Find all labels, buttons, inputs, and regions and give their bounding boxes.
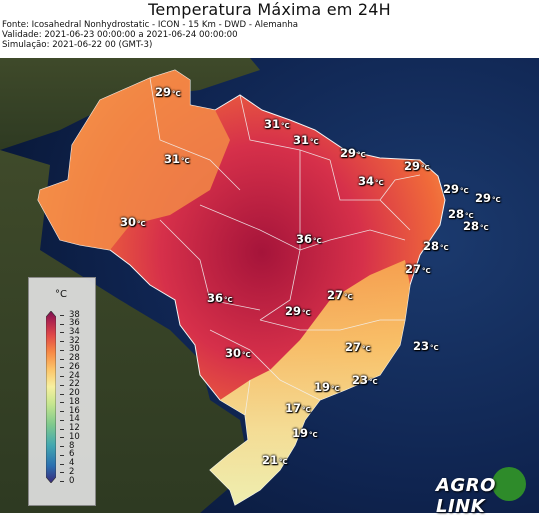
legend-tick-mark — [60, 454, 64, 456]
temp-label: 29°C — [404, 159, 430, 173]
northern-south-america — [0, 58, 260, 150]
legend-tick-mark — [60, 428, 64, 430]
legend-tick-mark — [60, 472, 64, 474]
source-text: Fonte: Icosahedral Nonhydrostatic - ICON… — [2, 20, 299, 30]
temp-label: 28°C — [463, 219, 489, 233]
temp-label: 29°C — [475, 191, 501, 205]
legend-tick-label: 14 — [69, 414, 80, 425]
temp-label: 29°C — [340, 146, 366, 160]
temp-label: 36°C — [207, 291, 233, 305]
validity-text: Validade: 2021-06-23 00:00:00 a 2021-06-… — [2, 30, 238, 40]
header: Temperatura Máxima em 24H Fonte: Icosahe… — [0, 0, 539, 58]
amazon-zone — [38, 70, 230, 250]
temp-label: 17°C — [285, 401, 311, 415]
temp-label: 23°C — [413, 339, 439, 353]
legend-unit: °C — [55, 289, 67, 300]
temp-label: 28°C — [448, 207, 474, 221]
legend-tick-label: 34 — [69, 326, 80, 337]
legend-tick-label: 2 — [69, 466, 75, 477]
legend-colorbar — [46, 311, 56, 483]
legend-tick-label: 18 — [69, 396, 80, 407]
legend-tick-label: 16 — [69, 405, 80, 416]
temp-label: 29°C — [443, 182, 469, 196]
temp-label: 30°C — [225, 346, 251, 360]
state-borders — [149, 77, 421, 416]
legend-tick-label: 10 — [69, 431, 80, 442]
legend-tick-label: 6 — [69, 449, 75, 460]
legend-tick-label: 22 — [69, 379, 80, 390]
legend-tick-mark — [60, 402, 64, 404]
temp-label: 27°C — [327, 288, 353, 302]
legend-tick-mark — [60, 358, 64, 360]
simulation-text: Simulação: 2021-06-22 00 (GMT-3) — [2, 40, 153, 50]
southeast-cooler-zone — [210, 260, 410, 505]
legend-tick-mark — [60, 367, 64, 369]
temp-label: 31°C — [293, 133, 319, 147]
temp-label: 34°C — [358, 174, 384, 188]
legend-tick-label: 26 — [69, 361, 80, 372]
temp-label: 27°C — [345, 340, 371, 354]
legend-tick-mark — [60, 437, 64, 439]
legend-tick-mark — [60, 481, 64, 482]
temp-label: 21°C — [262, 453, 288, 467]
legend-tick-label: 30 — [69, 344, 80, 355]
temp-label: 29°C — [155, 85, 181, 99]
temperature-legend: °C 38 36 34 32 30 28 26 24 22 20 18 16 14 12 10 8 6 4 2 0 — [28, 277, 96, 506]
legend-tick-label: 12 — [69, 423, 80, 434]
legend-tick-mark — [60, 419, 64, 421]
temp-label: 28°C — [423, 239, 449, 253]
logo-text: AGRO LINK — [436, 475, 496, 517]
legend-tick-label: 28 — [69, 353, 80, 364]
map-title: Temperatura Máxima em 24H — [148, 0, 391, 19]
legend-tick-mark — [60, 341, 64, 343]
legend-tick-label: 36 — [69, 318, 80, 329]
logo-ball — [492, 467, 526, 501]
legend-tick-mark — [60, 384, 64, 386]
temp-label: 23°C — [352, 373, 378, 387]
legend-tick-mark — [60, 332, 64, 334]
legend-tick-mark — [60, 446, 64, 448]
legend-tick-label: 8 — [69, 440, 75, 451]
legend-tick-mark — [60, 323, 64, 325]
temp-label: 36°C — [296, 232, 322, 246]
temp-label: 30°C — [120, 215, 146, 229]
legend-tick-mark — [60, 376, 64, 378]
legend-tick-label: 4 — [69, 458, 75, 469]
temp-label: 19°C — [314, 380, 340, 394]
temp-label: 27°C — [405, 262, 431, 276]
temp-label: 31°C — [164, 152, 190, 166]
legend-tick-label: 38 — [69, 309, 80, 320]
temp-label: 29°C — [285, 304, 311, 318]
legend-tick-mark — [60, 315, 64, 316]
temp-label: 19°C — [292, 426, 318, 440]
temp-label: 31°C — [264, 117, 290, 131]
legend-tick-label: 24 — [69, 370, 80, 381]
legend-tick-label: 0 — [69, 475, 75, 486]
legend-tick-mark — [60, 463, 64, 465]
legend-tick-mark — [60, 393, 64, 395]
legend-tick-mark — [60, 411, 64, 413]
legend-tick-label: 32 — [69, 335, 80, 346]
legend-tick-label: 20 — [69, 388, 80, 399]
legend-tick-mark — [60, 349, 64, 351]
agrolink-logo: AGRO LINK — [436, 465, 534, 517]
